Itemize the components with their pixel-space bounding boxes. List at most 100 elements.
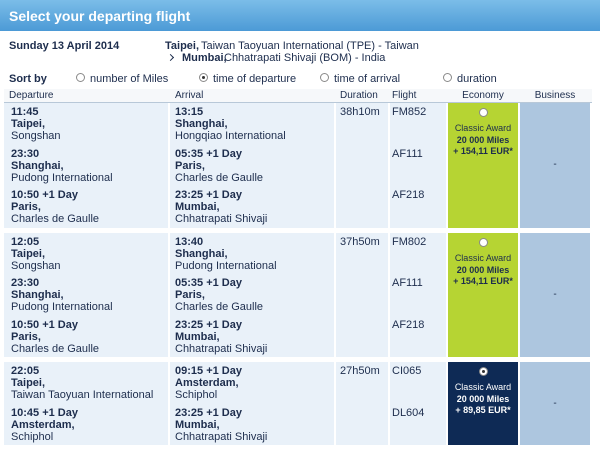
row-cell (336, 362, 388, 445)
column-header: Duration (340, 90, 378, 101)
flight-number: AF218 (392, 189, 425, 201)
arrival-airport: Chhatrapati Shivaji (175, 430, 268, 443)
departure-city: Taipei, (11, 118, 46, 130)
award-miles: 20 000 Miles (456, 135, 510, 145)
economy-radio[interactable] (479, 108, 488, 117)
departure-airport: Schiphol (11, 430, 54, 443)
departure-city: Paris, (11, 330, 41, 343)
arrival-time: 09:15 +1 Day (175, 365, 242, 377)
column-header: Business (534, 90, 576, 101)
award-price: + 154,11 EUR* (453, 146, 513, 156)
arrival-city: Mumbai, (175, 330, 220, 343)
arrival-time: 23:25 +1 Day (175, 189, 242, 201)
row-cell (390, 103, 446, 228)
business-value: - (553, 159, 557, 171)
flight-number: AF218 (392, 318, 425, 331)
departure-city: Amsterdam, (11, 418, 75, 431)
flight-number: AF111 (392, 147, 423, 160)
arrival-airport: Chhatrapati Shivaji (175, 342, 268, 355)
row-cell (390, 232, 446, 357)
column-header: Flight (392, 90, 417, 101)
arrival-city: Paris, (175, 159, 205, 172)
business-value: - (553, 288, 557, 300)
sort-option[interactable]: time of arrival (334, 73, 401, 85)
economy-radio[interactable] (479, 367, 488, 376)
header-bar (0, 0, 600, 31)
economy-cell[interactable] (448, 232, 518, 357)
flight-number: CI065 (392, 365, 422, 377)
award-miles: 20 000 Miles (456, 394, 510, 404)
flight-number: FM852 (392, 106, 427, 118)
arrival-time: 23:25 +1 Day (175, 406, 242, 419)
arrival-city: Shanghai, (175, 118, 228, 130)
row-cell (170, 103, 334, 228)
award-name: Classic Award (454, 252, 512, 263)
award-name: Classic Award (454, 123, 512, 133)
departure-time: 10:50 +1 Day (11, 318, 78, 331)
departure-airport: Pudong International (11, 171, 113, 184)
arrival-airport: Pudong International (175, 259, 277, 272)
sort-radio[interactable] (199, 73, 208, 82)
award-name: Classic Award (454, 382, 512, 392)
column-header: Economy (462, 90, 504, 101)
economy-cell[interactable] (448, 103, 518, 228)
sort-radio[interactable] (320, 73, 329, 82)
sort-label: Sort by (9, 73, 47, 85)
departure-airport: Songshan (11, 130, 61, 142)
column-header: Departure (9, 90, 54, 101)
departure-time: 22:05 (11, 365, 40, 377)
departure-time: 10:50 +1 Day (11, 189, 78, 201)
departure-airport: Charles de Gaulle (11, 342, 100, 355)
column-header: Arrival (175, 90, 204, 101)
arrival-time: 13:40 (175, 235, 204, 248)
departure-city: Taipei, (11, 377, 46, 389)
row-cell (4, 103, 168, 228)
arrival-airport: Charles de Gaulle (175, 171, 264, 184)
row-cell (4, 362, 168, 445)
arrival-city: Paris, (175, 289, 205, 301)
row-cell (336, 232, 388, 357)
award-price: + 154,11 EUR* (453, 275, 513, 286)
arrival-airport: Hongqiao International (175, 130, 286, 142)
departure-airport: Taiwan Taoyuan International (11, 389, 154, 401)
duration: 38h10m (340, 106, 380, 118)
sort-radio[interactable] (76, 73, 85, 82)
row-cell (390, 362, 446, 445)
column-header-bg (4, 89, 592, 103)
row-cell (170, 362, 334, 445)
economy-radio[interactable] (479, 237, 488, 247)
arrival-time: 13:15 (175, 106, 204, 118)
sort-option[interactable]: duration (457, 73, 497, 85)
arrival-time: 05:35 +1 Day (175, 147, 242, 160)
arrival-airport: Chhatrapati Shivaji (175, 213, 268, 225)
departure-time: 10:45 +1 Day (11, 406, 78, 419)
arrival-time: 05:35 +1 Day (175, 277, 242, 289)
arrival-time: 23:25 +1 Day (175, 318, 242, 331)
business-value: - (553, 397, 557, 409)
arrival-city: Amsterdam, (175, 377, 239, 389)
origin-detail: Taiwan Taoyuan International (TPE) - Tai… (201, 40, 419, 52)
trip-date: Sunday 13 April 2014 (9, 40, 120, 52)
sort-option[interactable]: number of Miles (90, 73, 169, 85)
departure-time: 23:30 (11, 147, 40, 160)
departure-time: 12:05 (11, 235, 40, 248)
row-cell (170, 232, 334, 357)
departure-airport: Pudong International (11, 301, 113, 313)
chevron (166, 53, 175, 62)
flight-number: FM802 (392, 235, 427, 248)
duration: 27h50m (340, 365, 380, 377)
arrival-airport: Schiphol (175, 389, 218, 401)
business-cell (520, 103, 590, 228)
destination-city: Mumbai, (182, 52, 227, 64)
departure-city: Shanghai, (11, 159, 64, 172)
sort-radio[interactable] (443, 73, 452, 82)
sort-option[interactable]: time of departure (213, 73, 297, 85)
destination-detail: Chhatrapati Shivaji (BOM) - India (224, 52, 386, 64)
award-miles: 20 000 Miles (456, 264, 510, 275)
flight-number: AF111 (392, 277, 423, 289)
arrival-city: Shanghai, (175, 247, 228, 260)
origin-city: Taipei, (165, 40, 200, 52)
departure-airport: Songshan (11, 259, 61, 272)
arrival-airport: Charles de Gaulle (175, 301, 264, 313)
